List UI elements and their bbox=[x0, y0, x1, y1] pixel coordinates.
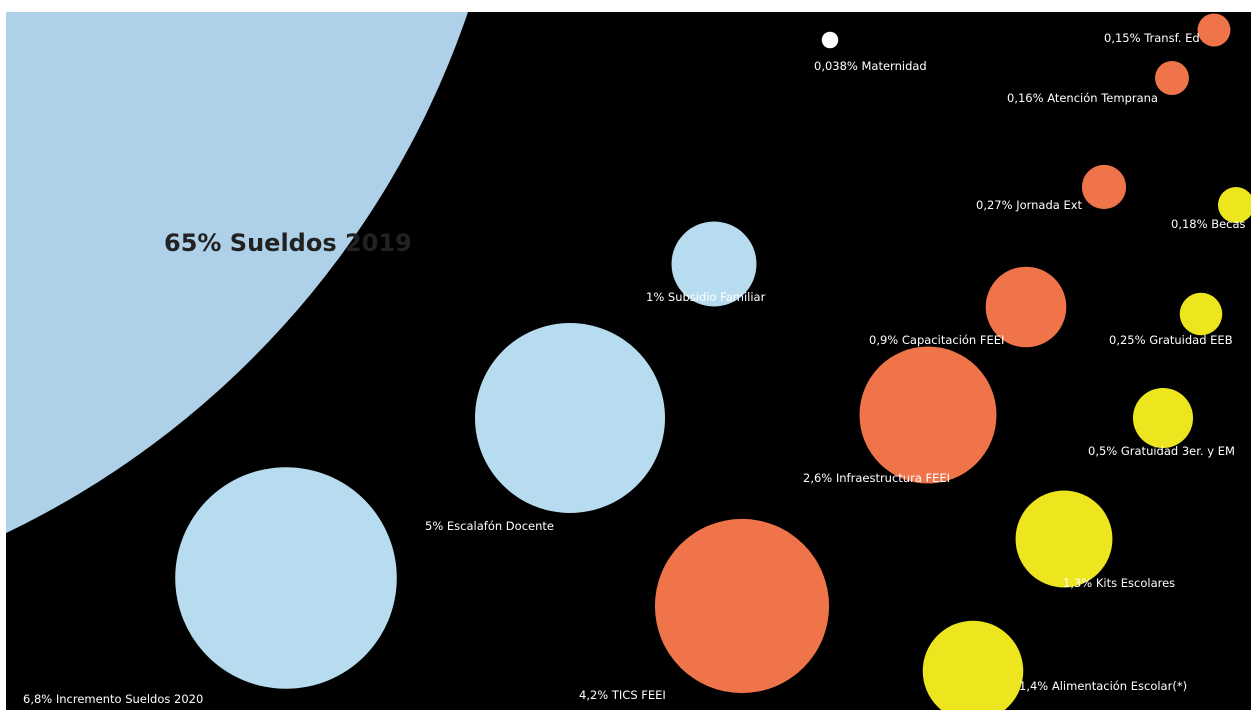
bubble-label-3: 1% Subsidio Familiar bbox=[646, 290, 766, 304]
bubble-2 bbox=[475, 323, 665, 513]
bubble-13 bbox=[1132, 387, 1194, 449]
bubble-11 bbox=[922, 620, 1024, 710]
bubble-label-6: 0,9% Capacitación FEEI bbox=[869, 333, 1004, 347]
bubble-label-7: 0,27% Jornada Ext bbox=[976, 198, 1083, 212]
bubble-label-1: 6,8% Incremento Sueldos 2020 bbox=[23, 692, 203, 706]
bubble-14 bbox=[1179, 292, 1223, 336]
bubble-5 bbox=[859, 346, 997, 484]
bubble-label-5: 2,6% Infraestructura FEEI bbox=[803, 471, 950, 485]
bubble-8 bbox=[1155, 61, 1189, 95]
bubble-label-0: 65% Sueldos 2019 bbox=[164, 229, 412, 257]
bubble-3 bbox=[671, 221, 757, 307]
bubble-9 bbox=[1197, 13, 1231, 47]
bubble-label-14: 0,25% Gratuidad EEB bbox=[1109, 333, 1233, 347]
bubble-chart: 65% Sueldos 2019 6,8% Incremento Sueldos … bbox=[6, 12, 1251, 710]
bubble-chart-svg: 65% Sueldos 2019 6,8% Incremento Sueldos … bbox=[6, 12, 1251, 710]
bubble-6 bbox=[985, 266, 1067, 348]
bubble-10 bbox=[821, 31, 839, 49]
bubble-7 bbox=[1081, 164, 1127, 210]
bubble-4 bbox=[654, 518, 830, 694]
bubble-1 bbox=[175, 467, 397, 689]
bubble-label-11: 1,4% Alimentación Escolar(*) bbox=[1019, 679, 1187, 693]
bubble-label-9: 0,15% Transf. Ed bbox=[1104, 31, 1200, 45]
bubble-0 bbox=[6, 12, 468, 533]
bubble-label-15: 0,18% Becas bbox=[1171, 217, 1246, 231]
bubble-12 bbox=[1015, 490, 1113, 588]
bubble-label-2: 5% Escalafón Docente bbox=[425, 519, 554, 533]
bubble-label-13: 0,5% Gratuidad 3er. y EM bbox=[1088, 444, 1235, 458]
bubble-label-4: 4,2% TICS FEEI bbox=[579, 688, 666, 702]
bubble-15 bbox=[1217, 186, 1251, 224]
bubble-label-8: 0,16% Atención Temprana bbox=[1007, 91, 1158, 105]
bubble-label-12: 1,3% Kits Escolares bbox=[1063, 576, 1175, 590]
bubble-label-10: 0,038% Maternidad bbox=[814, 59, 927, 73]
